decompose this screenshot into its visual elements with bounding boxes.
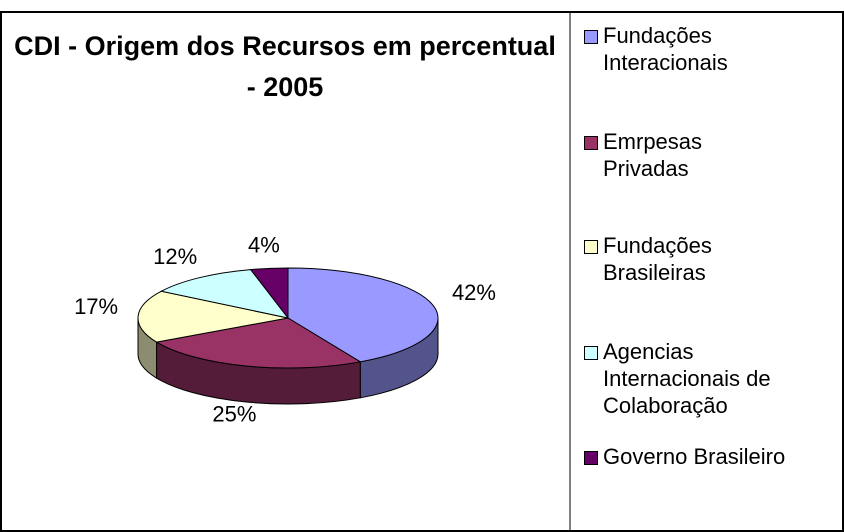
legend-swatch — [584, 451, 598, 465]
pie-slice — [155, 317, 362, 369]
data-label: 17% — [74, 294, 118, 319]
pie-slice — [159, 269, 290, 319]
legend-item: Governo Brasileiro — [584, 443, 785, 470]
legend-label: Fundações Interacionais — [603, 23, 728, 75]
legend-item: Fundações Brasileiras — [584, 232, 778, 286]
pie-slice — [287, 267, 439, 363]
pie-slice — [249, 267, 289, 320]
legend-item: Emrpesas Privadas — [584, 128, 778, 182]
chart-title: CDI - Origem dos Recursos em percentual … — [14, 31, 556, 102]
pie-slice — [137, 290, 289, 343]
legend-swatch — [584, 30, 598, 44]
data-label: 4% — [248, 232, 280, 257]
data-label: 42% — [452, 280, 496, 305]
legend-label: Governo Brasileiro — [603, 444, 786, 469]
chart-frame — [0, 11, 844, 532]
legend-label: Fundações Brasileiras — [603, 233, 712, 285]
legend-item: Agencias Internacionais de Colaboração — [584, 338, 778, 419]
data-label: 12% — [153, 244, 197, 269]
legend-label: Emrpesas Privadas — [603, 129, 703, 181]
legend-swatch — [584, 240, 598, 254]
legend-swatch — [584, 346, 598, 360]
legend-label: Agencias Internacionais de Colaboração — [603, 339, 771, 418]
data-label: 25% — [212, 401, 256, 426]
legend-swatch — [584, 136, 598, 150]
legend-item: Fundações Interacionais — [584, 22, 778, 76]
